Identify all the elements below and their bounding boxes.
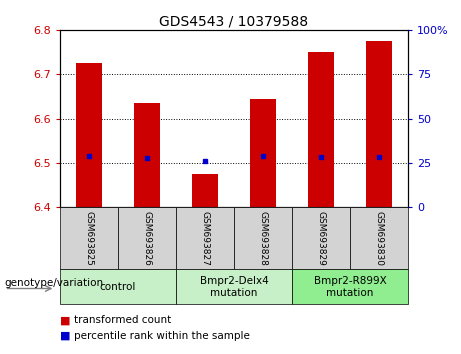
Text: GSM693828: GSM693828: [259, 211, 267, 266]
Text: GSM693826: GSM693826: [142, 211, 152, 266]
Text: ■: ■: [60, 315, 71, 325]
Bar: [308, 52, 334, 207]
Bar: [192, 174, 218, 207]
Bar: [366, 41, 392, 207]
Text: GSM693829: GSM693829: [316, 211, 325, 266]
Text: percentile rank within the sample: percentile rank within the sample: [74, 331, 250, 341]
Text: GSM693825: GSM693825: [84, 211, 94, 266]
Text: Bmpr2-R899X
mutation: Bmpr2-R899X mutation: [313, 276, 386, 298]
Text: GSM693827: GSM693827: [201, 211, 209, 266]
Text: Bmpr2-Delx4
mutation: Bmpr2-Delx4 mutation: [200, 276, 268, 298]
Text: control: control: [100, 282, 136, 292]
Bar: [250, 99, 276, 207]
Text: GSM693830: GSM693830: [374, 211, 384, 266]
Text: genotype/variation: genotype/variation: [5, 278, 104, 288]
Text: transformed count: transformed count: [74, 315, 171, 325]
Title: GDS4543 / 10379588: GDS4543 / 10379588: [160, 15, 308, 29]
Bar: [76, 63, 102, 207]
Text: ■: ■: [60, 331, 71, 341]
Bar: [134, 103, 160, 207]
